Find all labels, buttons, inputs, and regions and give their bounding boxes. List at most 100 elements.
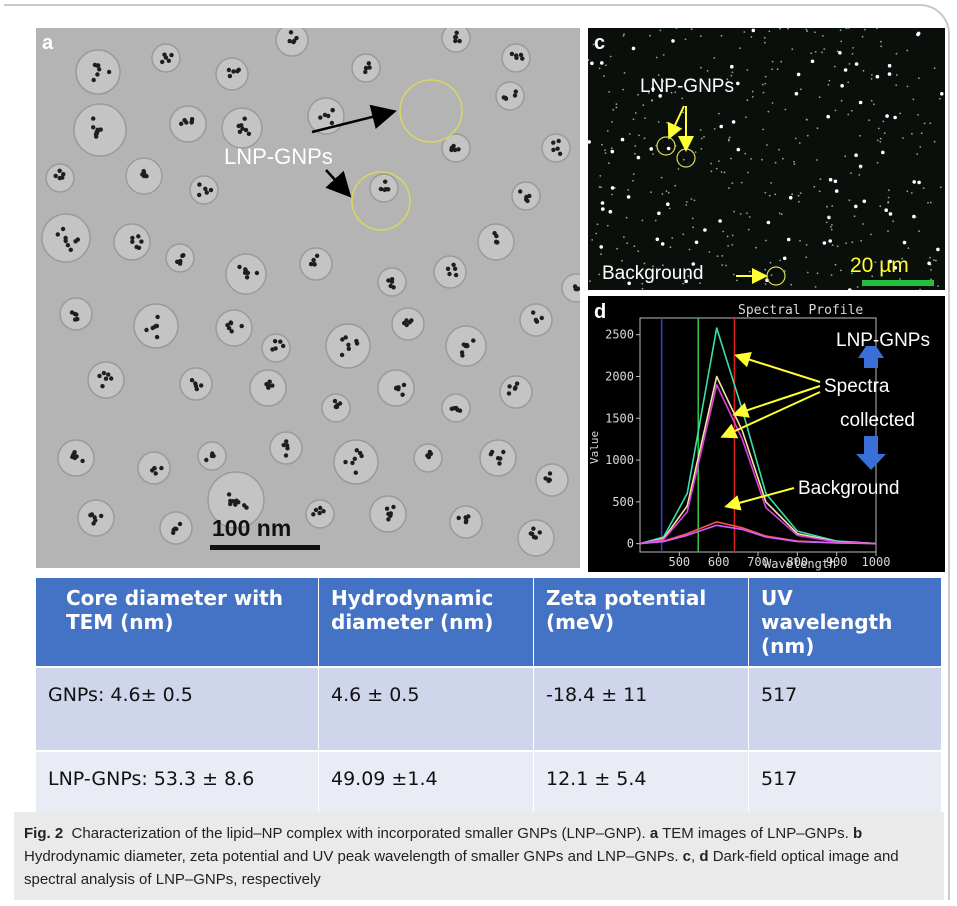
particle-dot bbox=[699, 35, 702, 37]
panel-c-label: c bbox=[594, 32, 606, 54]
particle-dot bbox=[810, 59, 815, 64]
x-tick-label: 600 bbox=[708, 555, 730, 569]
particle-dot bbox=[746, 69, 749, 71]
vesicle bbox=[45, 163, 75, 193]
particle-dot bbox=[779, 28, 781, 30]
particle-dot bbox=[745, 116, 747, 119]
down-arrow-icon bbox=[856, 436, 886, 470]
particle-dot bbox=[845, 242, 847, 245]
particle-dot bbox=[853, 215, 856, 218]
particle-dot bbox=[727, 80, 730, 83]
particle-dot bbox=[778, 148, 780, 151]
particle-dot bbox=[854, 62, 859, 66]
particle-dot bbox=[628, 133, 631, 135]
vesicle bbox=[215, 309, 253, 347]
particle-dot bbox=[726, 235, 729, 238]
y-tick-label: 2500 bbox=[605, 328, 634, 342]
particle-dot bbox=[751, 28, 756, 33]
particle-dot bbox=[765, 239, 767, 242]
panel-d-label: d bbox=[594, 301, 606, 323]
particle-dot bbox=[848, 199, 851, 202]
particle-dot bbox=[851, 272, 853, 275]
particle-dot bbox=[871, 275, 874, 278]
vesicle bbox=[275, 28, 309, 57]
y-tick-label: 1500 bbox=[605, 411, 634, 425]
particle-dot bbox=[621, 259, 623, 262]
vesicle bbox=[73, 103, 127, 157]
particle-dot bbox=[713, 57, 716, 59]
particle-dot bbox=[919, 288, 921, 290]
particle-dot bbox=[730, 64, 734, 69]
spectrum-series bbox=[639, 524, 877, 545]
particle-dot bbox=[914, 216, 917, 219]
particle-dot bbox=[937, 285, 939, 287]
particle-dot bbox=[767, 110, 770, 113]
particle-dot bbox=[726, 78, 729, 81]
particle-dot bbox=[700, 148, 703, 150]
particle-dot bbox=[805, 28, 808, 31]
particle-dot bbox=[601, 143, 603, 146]
vesicle bbox=[441, 28, 471, 53]
particle-dot bbox=[917, 114, 919, 116]
particle-dot bbox=[637, 93, 639, 96]
particle-dot bbox=[929, 256, 931, 259]
vesicle bbox=[501, 43, 531, 73]
particle-dot bbox=[840, 99, 843, 102]
vesicle bbox=[369, 173, 399, 203]
particle-dot bbox=[610, 186, 615, 190]
particle-dot bbox=[700, 137, 703, 140]
particle-dot bbox=[892, 220, 894, 223]
particle-dot bbox=[882, 120, 885, 123]
particle-dot bbox=[851, 53, 854, 55]
particle-dot bbox=[893, 115, 897, 120]
particle-dot bbox=[649, 147, 653, 151]
particle-dot bbox=[728, 136, 731, 139]
particle-dot bbox=[854, 153, 858, 157]
particle-dot bbox=[834, 189, 839, 193]
particle-dot bbox=[798, 200, 800, 203]
vesicle bbox=[137, 451, 171, 485]
vesicle bbox=[561, 273, 580, 303]
caption-text-2: TEM images of LNP–GNPs. bbox=[662, 825, 849, 842]
particle-dot bbox=[860, 239, 863, 242]
particle-dot bbox=[728, 187, 730, 190]
particle-dot bbox=[887, 63, 892, 68]
particle-dot bbox=[766, 144, 768, 146]
particle-dot bbox=[722, 230, 725, 233]
vesicle bbox=[225, 253, 267, 295]
particle-dot bbox=[710, 162, 712, 165]
particle-dot bbox=[899, 278, 901, 280]
particle-dot bbox=[671, 237, 674, 239]
particle-dot bbox=[763, 36, 766, 39]
particle-dot bbox=[806, 134, 809, 137]
vesicle bbox=[479, 439, 517, 477]
particle-dot bbox=[810, 52, 813, 55]
particle-dot bbox=[906, 190, 909, 193]
particle-dot bbox=[650, 191, 652, 194]
particle-dot bbox=[699, 129, 702, 131]
caption-ref-c: c bbox=[682, 848, 692, 865]
particle-dot bbox=[806, 271, 809, 274]
particle-dot bbox=[923, 122, 926, 125]
particle-dot bbox=[750, 36, 753, 38]
caption-text-1: Characterization of the lipid–NP complex… bbox=[71, 825, 646, 842]
particle-dot bbox=[874, 261, 877, 263]
particle-dot bbox=[877, 127, 880, 130]
particle-dot bbox=[895, 52, 898, 55]
vesicle bbox=[41, 213, 91, 263]
particle-dot bbox=[657, 211, 661, 216]
particle-dot bbox=[880, 45, 883, 48]
panel-a-scale-text: 100 nm bbox=[212, 515, 292, 541]
particle-dot bbox=[703, 135, 705, 138]
arrow bbox=[325, 169, 352, 198]
particle-dot bbox=[595, 232, 598, 235]
particle-dot bbox=[850, 109, 853, 112]
particle-dot bbox=[918, 77, 920, 80]
particle-dot bbox=[721, 264, 724, 266]
table-header-cell: Core diameter with TEM (nm) bbox=[36, 578, 319, 667]
particle-dot bbox=[881, 150, 885, 155]
particle-dot bbox=[684, 38, 687, 41]
particle-dot bbox=[603, 75, 605, 77]
panel-a-annotation: LNP-GNPs bbox=[224, 144, 333, 169]
vesicle bbox=[75, 49, 121, 95]
